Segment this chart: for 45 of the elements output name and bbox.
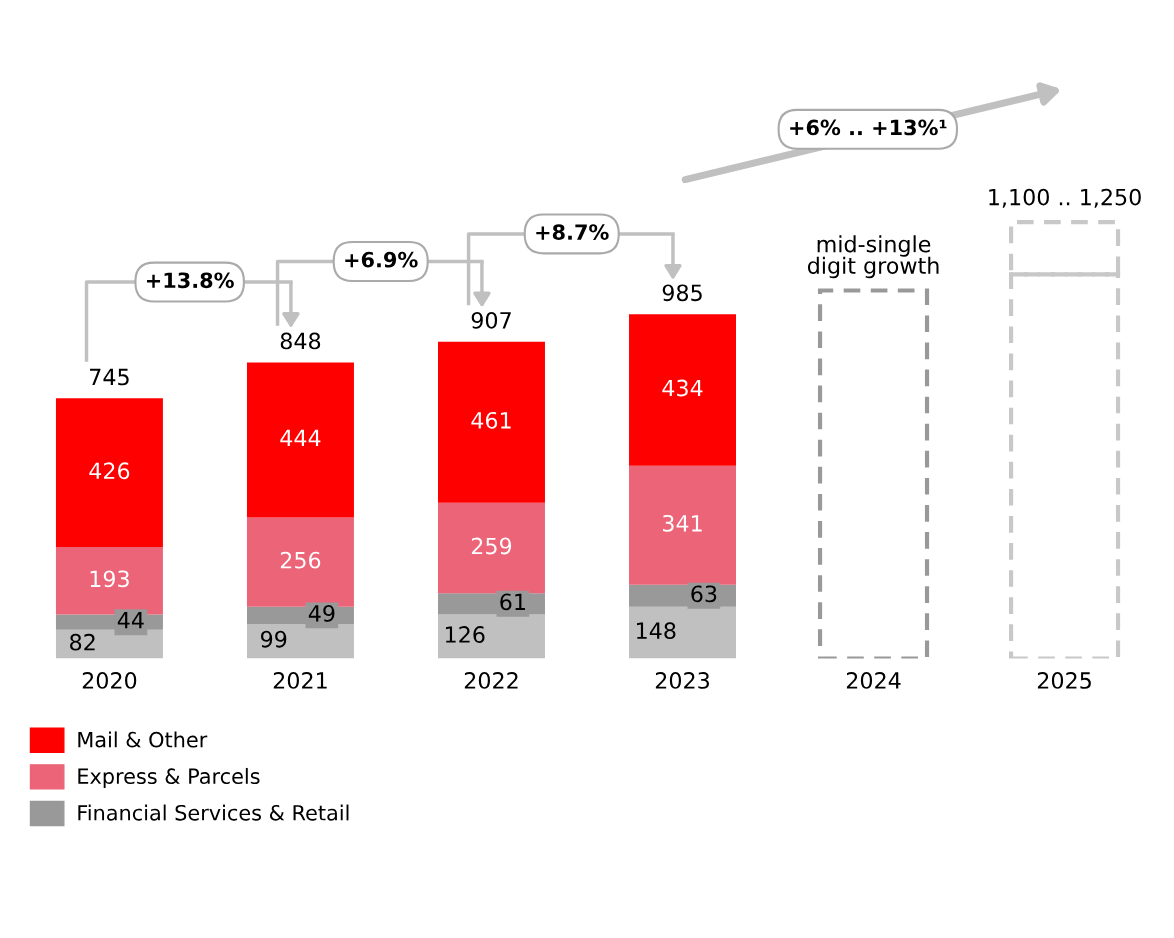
bar <box>629 465 736 585</box>
bar <box>438 502 545 594</box>
annotation: mid-single digit growth <box>807 235 939 279</box>
data-label: 426 <box>89 462 130 480</box>
bar <box>246 362 354 518</box>
text: +6% .. +13%¹ <box>790 119 947 136</box>
annotation: +8.7% <box>536 224 609 240</box>
text: 1,100 .. 1,250 <box>989 188 1141 208</box>
data-label: 49 <box>308 605 335 622</box>
data-label: 61 <box>500 593 525 611</box>
bar <box>629 314 736 466</box>
x-tick-label: 2025 <box>1037 672 1091 689</box>
data-label: 148 <box>637 622 676 640</box>
x-tick-label: 2023 <box>655 672 710 689</box>
x-tick-label: 2022 <box>464 672 518 689</box>
annotation: +13.8% <box>147 272 234 289</box>
data-label: 44 <box>117 612 144 629</box>
data-label: 444 <box>280 429 321 447</box>
total-label: 848 <box>280 332 321 350</box>
legend-label: Financial Services & Retail <box>78 804 349 821</box>
data-label: 259 <box>471 537 512 555</box>
annotation: +6.9% <box>345 251 418 268</box>
data-label: 126 <box>445 626 485 643</box>
bar <box>55 398 163 548</box>
data-label: 82 <box>70 633 95 651</box>
total-label: 745 <box>90 368 129 386</box>
data-label: 341 <box>663 514 702 532</box>
total-label: 985 <box>662 284 702 302</box>
data-label: 434 <box>662 379 703 397</box>
data-label: 99 <box>260 630 287 648</box>
bar <box>438 614 545 659</box>
bar <box>246 623 354 659</box>
x-tick-label: 2024 <box>846 672 901 689</box>
data-label: 193 <box>90 570 129 588</box>
bar <box>629 606 736 659</box>
data-label: 461 <box>471 411 511 429</box>
bar <box>438 341 545 503</box>
total-label: 907 <box>471 311 511 329</box>
data-label: 63 <box>691 585 717 603</box>
x-tick-label: 2020 <box>82 672 137 689</box>
data-label: 256 <box>280 551 321 569</box>
legend-label: Express & Parcels <box>78 767 260 789</box>
legend-label: Mail & Other <box>78 731 208 748</box>
bar <box>246 517 354 607</box>
x-tick-label: 2021 <box>273 672 327 689</box>
